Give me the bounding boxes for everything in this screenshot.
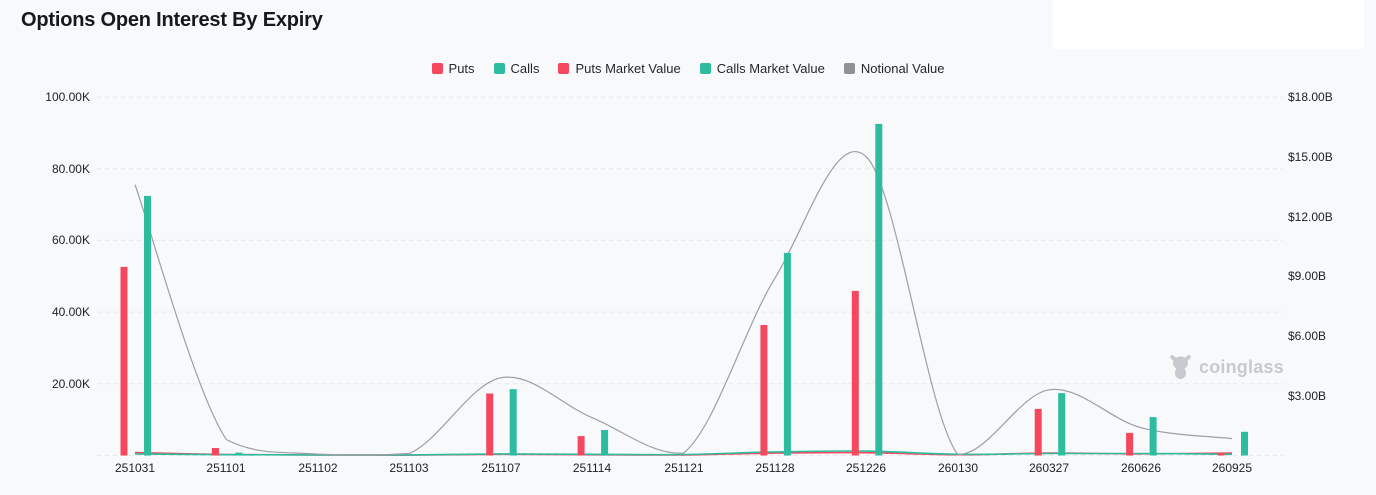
y-axis-left-tick: 60.00K: [51, 233, 90, 247]
legend-marker-icon: [699, 63, 711, 74]
y-axis-right-tick: $12.00B: [1288, 210, 1333, 224]
bar-calls-260327[interactable]: [1058, 393, 1066, 456]
y-axis-left-tick: 80.00K: [51, 162, 90, 176]
chart-legend: Puts Calls Puts Market Value Calls Market V…: [0, 61, 1376, 76]
y-axis-left-tick: 20.00K: [51, 377, 90, 391]
y-axis-right-tick: $9.00B: [1288, 269, 1327, 283]
legend-item-puts-market-value[interactable]: Puts Market Value: [558, 61, 681, 76]
y-axis-right-tick: $15.00B: [1288, 150, 1333, 164]
notional-value-line[interactable]: [134, 150, 1233, 456]
page-title: Options Open Interest By Expiry: [21, 9, 323, 31]
legend-item-label: Puts Market Value: [575, 61, 681, 76]
y-axis-left-tick: 100.00K: [45, 90, 90, 104]
top-right-panel: [1053, 0, 1364, 49]
bar-puts-251114[interactable]: [577, 436, 585, 456]
bar-puts-251101[interactable]: [211, 448, 219, 456]
x-axis-tick-260626: 260626: [1120, 461, 1162, 475]
x-axis-tick-251101: 251101: [206, 461, 246, 475]
bar-puts-251128[interactable]: [760, 325, 768, 456]
legend-marker-icon: [431, 63, 443, 74]
y-axis-right-tick: $18.00B: [1288, 90, 1333, 104]
x-axis-tick-260327: 260327: [1028, 461, 1070, 475]
legend-item-label: Calls: [510, 61, 540, 76]
x-axis-tick-251107: 251107: [481, 461, 521, 475]
x-axis-tick-251121: 251121: [664, 461, 704, 475]
legend-item-notional-value[interactable]: Notional Value: [843, 61, 945, 76]
bar-calls-251128[interactable]: [783, 252, 791, 456]
bar-calls-251101[interactable]: [235, 452, 243, 456]
bar-calls-251114[interactable]: [601, 430, 609, 456]
x-axis-tick-251031: 251031: [114, 461, 156, 475]
legend-item-label: Notional Value: [860, 61, 945, 76]
x-axis-tick-260925: 260925: [1211, 461, 1253, 475]
legend-item-label: Puts: [448, 61, 475, 76]
legend-marker-icon: [558, 63, 570, 74]
legend-item-puts[interactable]: Puts: [431, 61, 475, 76]
bar-puts-260925[interactable]: [1217, 452, 1225, 456]
x-axis-tick-260130: 260130: [937, 461, 979, 475]
bar-calls-251226[interactable]: [875, 123, 883, 456]
legend-item-calls-market-value[interactable]: Calls Market Value: [699, 61, 825, 76]
bar-calls-251031[interactable]: [144, 195, 151, 456]
legend-item-calls[interactable]: Calls: [493, 61, 540, 76]
bar-puts-251107[interactable]: [486, 393, 494, 456]
bar-puts-260327[interactable]: [1034, 408, 1042, 456]
bar-puts-251031[interactable]: [120, 266, 128, 456]
bar-puts-251226[interactable]: [851, 290, 859, 456]
calls-market-value-line[interactable]: [134, 450, 1233, 456]
bar-puts-260626[interactable]: [1126, 432, 1134, 456]
x-axis-tick-251128: 251128: [755, 461, 795, 475]
x-axis-tick-251102: 251102: [298, 461, 338, 475]
x-axis-tick-251226: 251226: [845, 461, 887, 475]
y-axis-right-tick: $6.00B: [1288, 329, 1327, 343]
x-axis-tick-251114: 251114: [572, 461, 612, 475]
legend-marker-icon: [843, 63, 855, 74]
x-axis-tick-251103: 251103: [389, 461, 429, 475]
y-axis-left-tick: 40.00K: [51, 305, 90, 319]
y-axis-right-tick: $3.00B: [1288, 389, 1327, 403]
bar-calls-251107[interactable]: [509, 389, 517, 456]
legend-item-label: Calls Market Value: [716, 61, 825, 76]
bar-calls-260925[interactable]: [1241, 431, 1248, 456]
bar-calls-260626[interactable]: [1149, 417, 1157, 456]
legend-marker-icon: [493, 63, 505, 74]
